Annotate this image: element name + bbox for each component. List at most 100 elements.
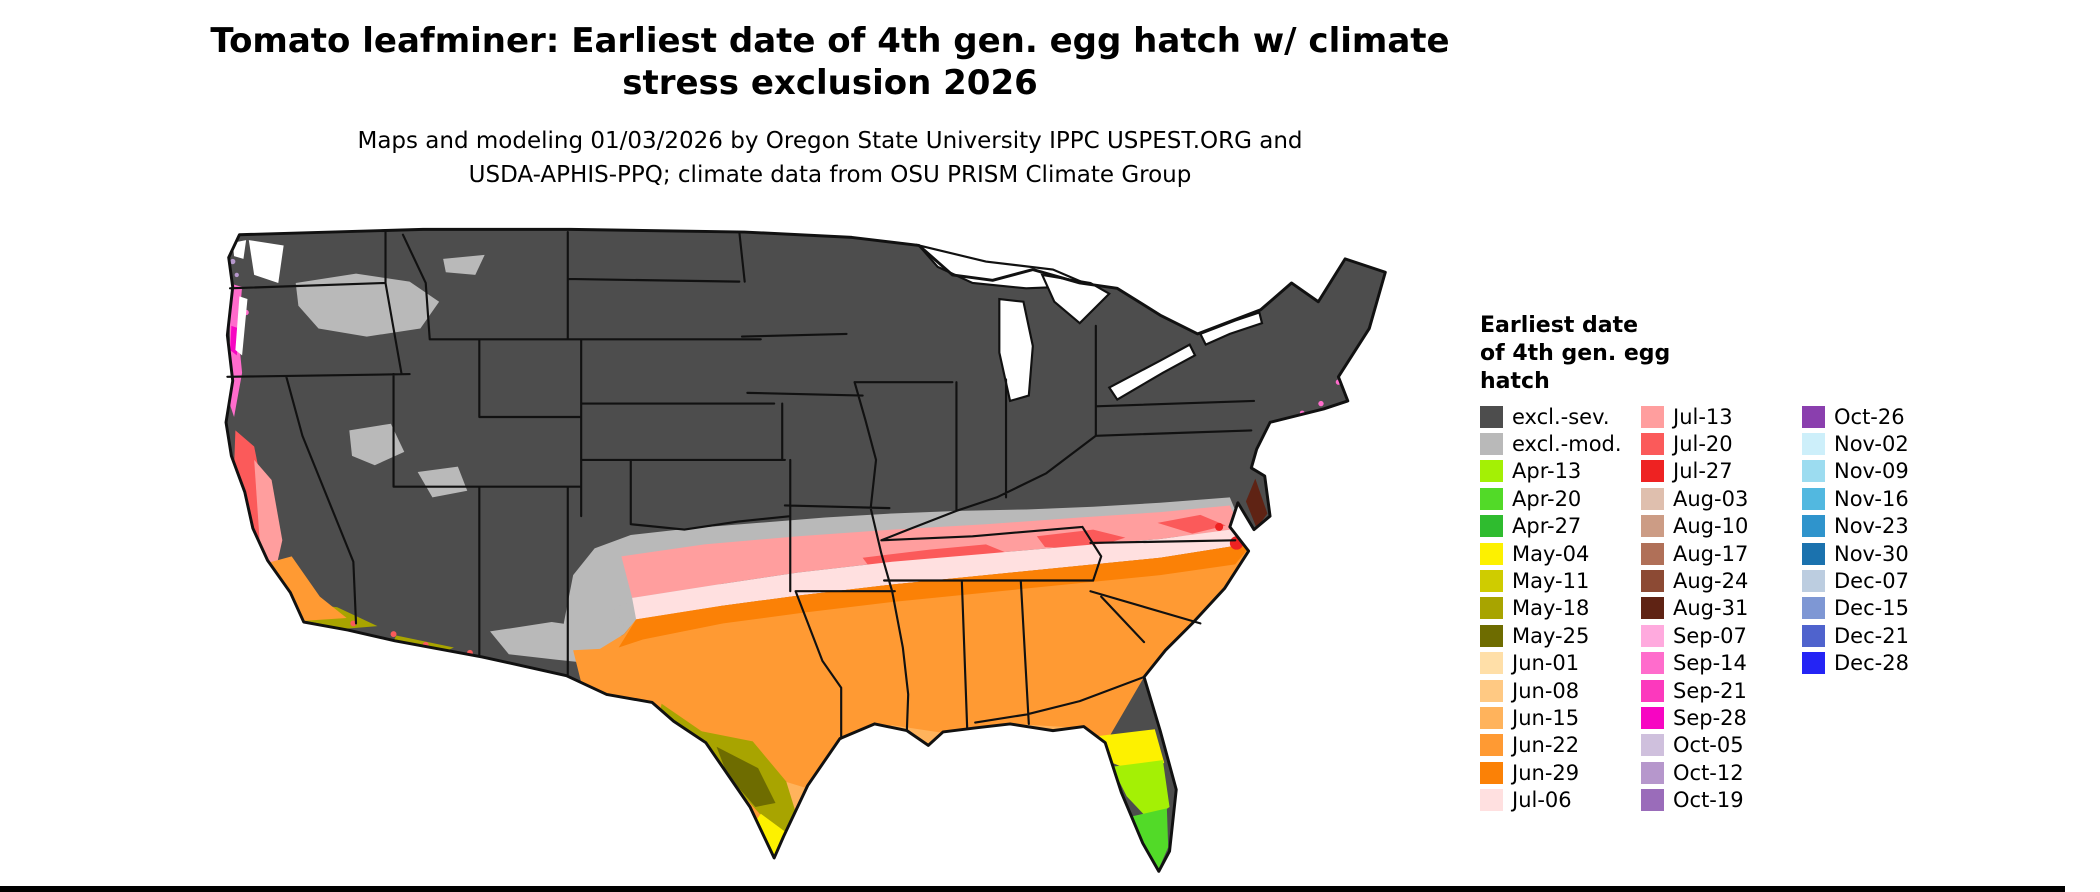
legend-label: Jul-13 <box>1673 404 1733 429</box>
figure-title: Tomato leafminer: Earliest date of 4th g… <box>0 20 1660 104</box>
legend-swatch <box>1480 706 1503 729</box>
figure-subtitle: Maps and modeling 01/03/2026 by Oregon S… <box>0 124 1660 192</box>
legend-label: May-11 <box>1512 569 1590 594</box>
title-line-2: stress exclusion 2026 <box>622 63 1038 103</box>
region-california-valley-pink <box>254 459 283 582</box>
region-delmarva-aug-31 <box>1245 478 1268 529</box>
legend-item: Jun-22 <box>1480 732 1625 759</box>
region-no-data-white <box>232 240 284 356</box>
legend-label: Jun-22 <box>1512 733 1580 758</box>
legend-swatch <box>1802 433 1825 456</box>
legend-label: Aug-24 <box>1673 569 1749 594</box>
legend-label: Nov-30 <box>1834 541 1909 566</box>
legend-label: excl.-mod. <box>1512 432 1622 457</box>
legend-item: May-25 <box>1480 622 1625 649</box>
legend-item: Jun-29 <box>1480 759 1625 786</box>
region-jul-06-band <box>632 528 1245 620</box>
state-borders <box>226 230 1256 740</box>
legend-swatch <box>1802 515 1825 538</box>
legend-item: Oct-26 <box>1802 403 1947 430</box>
legend-item: Dec-28 <box>1802 650 1947 677</box>
subtitle-line-1: Maps and modeling 01/03/2026 by Oregon S… <box>357 128 1303 154</box>
florida-keys-dots <box>1067 877 1109 885</box>
legend-item: Aug-31 <box>1641 595 1786 622</box>
legend-item: Apr-20 <box>1480 485 1625 512</box>
legend-swatch <box>1480 761 1503 784</box>
legend-label: Aug-17 <box>1673 541 1749 566</box>
legend-label: Dec-21 <box>1834 623 1909 648</box>
legend-item: Aug-10 <box>1641 513 1786 540</box>
legend-swatch <box>1641 487 1664 510</box>
legend-swatch <box>1802 487 1825 510</box>
legend-item: Oct-12 <box>1641 759 1786 786</box>
legend-swatch <box>1480 542 1503 565</box>
legend-item: Apr-27 <box>1480 513 1625 540</box>
legend-item: Sep-07 <box>1641 622 1786 649</box>
legend-swatch <box>1480 405 1503 428</box>
legend-swatch <box>1641 405 1664 428</box>
subtitle-line-2: USDA-APHIS-PPQ; climate data from OSU PR… <box>468 162 1192 188</box>
legend-label: Dec-15 <box>1834 596 1909 621</box>
legend-label: Sep-28 <box>1673 705 1747 730</box>
legend-swatch <box>1641 789 1664 812</box>
legend-swatch <box>1641 734 1664 757</box>
figure-header: Tomato leafminer: Earliest date of 4th g… <box>0 20 1660 192</box>
legend-label: May-18 <box>1512 596 1590 621</box>
title-line-1: Tomato leafminer: Earliest date of 4th g… <box>210 21 1450 61</box>
region-may-25-dark-olive <box>716 746 776 808</box>
legend-label: Aug-10 <box>1673 514 1749 539</box>
region-apr-13-florida <box>1111 760 1170 821</box>
legend-title: Earliest date of 4th gen. egg hatch <box>1480 312 2060 396</box>
legend-item: Jul-20 <box>1641 430 1786 457</box>
legend-label: Oct-12 <box>1673 760 1744 785</box>
legend-label: May-25 <box>1512 623 1590 648</box>
legend-label: Nov-09 <box>1834 459 1909 484</box>
us-map-svg <box>224 227 1387 885</box>
legend-label: May-04 <box>1512 541 1590 566</box>
legend-swatch <box>1641 460 1664 483</box>
legend-item: May-04 <box>1480 540 1625 567</box>
legend-swatch <box>1480 597 1503 620</box>
legend-item: Aug-17 <box>1641 540 1786 567</box>
legend-title-line-2: of 4th gen. egg <box>1480 341 1671 366</box>
legend-label: Nov-02 <box>1834 432 1909 457</box>
map-legend: Earliest date of 4th gen. egg hatch excl… <box>1480 312 2060 814</box>
legend-item: Sep-21 <box>1641 677 1786 704</box>
legend-item: Aug-24 <box>1641 567 1786 594</box>
legend-item: Jun-01 <box>1480 650 1625 677</box>
legend-item: Jul-13 <box>1641 403 1786 430</box>
legend-item: Nov-23 <box>1802 513 1947 540</box>
legend-item: Jul-27 <box>1641 458 1786 485</box>
legend-swatch <box>1480 789 1503 812</box>
legend-label: Sep-21 <box>1673 678 1747 703</box>
legend-swatch <box>1641 652 1664 675</box>
legend-item: May-18 <box>1480 595 1625 622</box>
legend-swatch <box>1802 460 1825 483</box>
legend-swatch <box>1480 460 1503 483</box>
legend-swatch <box>1802 405 1825 428</box>
legend-swatch <box>1641 706 1664 729</box>
legend-label: Jul-06 <box>1512 788 1572 813</box>
legend-item: May-11 <box>1480 567 1625 594</box>
legend-swatch <box>1641 570 1664 593</box>
legend-label: Nov-16 <box>1834 486 1909 511</box>
legend-item: Aug-03 <box>1641 485 1786 512</box>
legend-label: Jul-20 <box>1673 432 1733 457</box>
legend-item: Dec-07 <box>1802 567 1947 594</box>
legend-swatch <box>1641 624 1664 647</box>
legend-swatch <box>1802 624 1825 647</box>
legend-swatch <box>1480 487 1503 510</box>
legend-label: Nov-23 <box>1834 514 1909 539</box>
legend-item: excl.-sev. <box>1480 403 1625 430</box>
legend-column: excl.-sev. excl.-mod. Apr-13 Apr-20 Apr-27 Ma… <box>1480 403 1625 814</box>
legend-item: Sep-28 <box>1641 704 1786 731</box>
legend-swatch <box>1480 679 1503 702</box>
legend-label: Sep-07 <box>1673 623 1747 648</box>
legend-label: Oct-26 <box>1834 404 1905 429</box>
legend-label: Dec-28 <box>1834 651 1909 676</box>
legend-swatch <box>1802 570 1825 593</box>
legend-swatch <box>1641 679 1664 702</box>
bottom-edge-bar <box>0 886 2065 892</box>
legend-label: Dec-07 <box>1834 569 1909 594</box>
legend-swatch <box>1802 652 1825 675</box>
